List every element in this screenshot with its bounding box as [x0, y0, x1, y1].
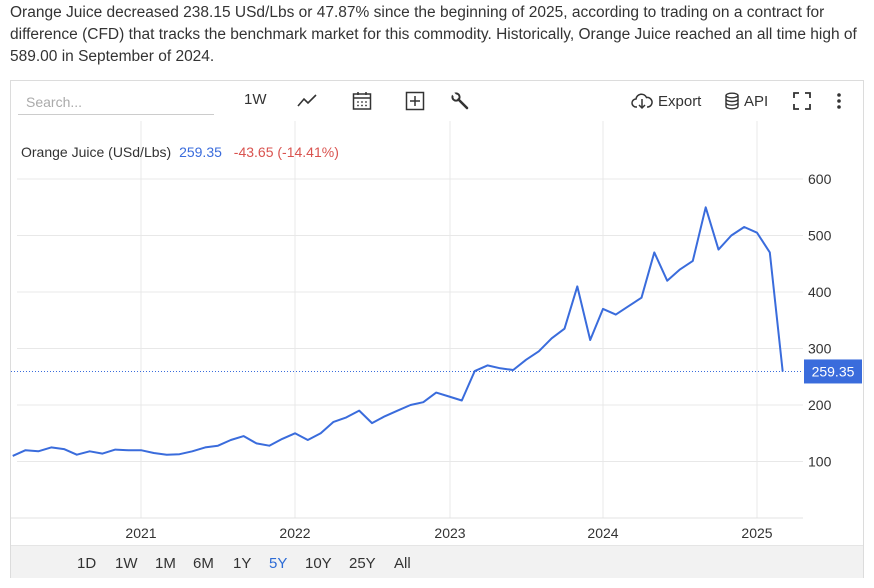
more-menu-icon[interactable] — [828, 90, 850, 112]
range-selector: 1D 1W 1M 6M 1Y 5Y 10Y 25Y All — [11, 545, 863, 578]
wrench-icon[interactable] — [449, 90, 471, 112]
page-summary: Orange Juice decreased 238.15 USd/Lbs or… — [10, 4, 857, 65]
y-tick-label: 600 — [808, 171, 832, 187]
x-tick-label: 2025 — [741, 525, 772, 541]
api-button[interactable]: API — [724, 90, 768, 112]
line-chart-icon[interactable] — [296, 90, 318, 112]
y-tick-label: 200 — [808, 397, 832, 413]
legend: Orange Juice (USd/Lbs) 259.35 -43.65 (-1… — [21, 144, 339, 160]
range-all[interactable]: All — [394, 555, 411, 572]
api-label: API — [744, 92, 769, 110]
calendar-icon[interactable] — [351, 90, 373, 112]
fullscreen-icon[interactable] — [791, 90, 813, 112]
series-line — [12, 206, 784, 457]
y-tick-label: 500 — [808, 228, 832, 244]
x-tick-label: 2022 — [279, 525, 310, 541]
range-1m[interactable]: 1M — [155, 555, 176, 572]
range-25y[interactable]: 25Y — [349, 555, 376, 572]
range-5y[interactable]: 5Y — [269, 555, 288, 572]
x-tick-label: 2021 — [125, 525, 156, 541]
chart-widget: 1W Export — [10, 80, 864, 578]
last-price-tag — [804, 359, 862, 384]
legend-price: 259.35 — [179, 144, 222, 160]
y-tick-label: 300 — [808, 341, 832, 357]
y-tick-label: 100 — [808, 454, 832, 470]
cloud-download-icon — [631, 93, 653, 110]
chart-area: 100 200 300 400 500 600 2021 2022 2023 2024 2025 … — [11, 121, 863, 578]
range-6m[interactable]: 6M — [193, 555, 214, 572]
export-button[interactable]: Export — [631, 90, 701, 112]
legend-change: -43.65 (-14.41%) — [234, 144, 339, 160]
search-input[interactable] — [18, 89, 214, 115]
range-1d[interactable]: 1D — [77, 555, 97, 572]
y-tick-label: 400 — [808, 284, 832, 300]
range-1w[interactable]: 1W — [115, 555, 138, 572]
x-tick-label: 2024 — [587, 525, 618, 541]
database-icon — [725, 92, 739, 110]
range-10y[interactable]: 10Y — [305, 555, 332, 572]
legend-name: Orange Juice (USd/Lbs) — [21, 144, 171, 160]
interval-button[interactable]: 1W — [244, 91, 267, 108]
plus-box-icon[interactable] — [404, 90, 426, 112]
chart-toolbar: 1W Export — [11, 81, 863, 121]
x-tick-label: 2023 — [434, 525, 465, 541]
last-price-label: 259.35 — [812, 363, 855, 379]
export-label: Export — [658, 92, 702, 110]
range-1y[interactable]: 1Y — [233, 555, 252, 572]
